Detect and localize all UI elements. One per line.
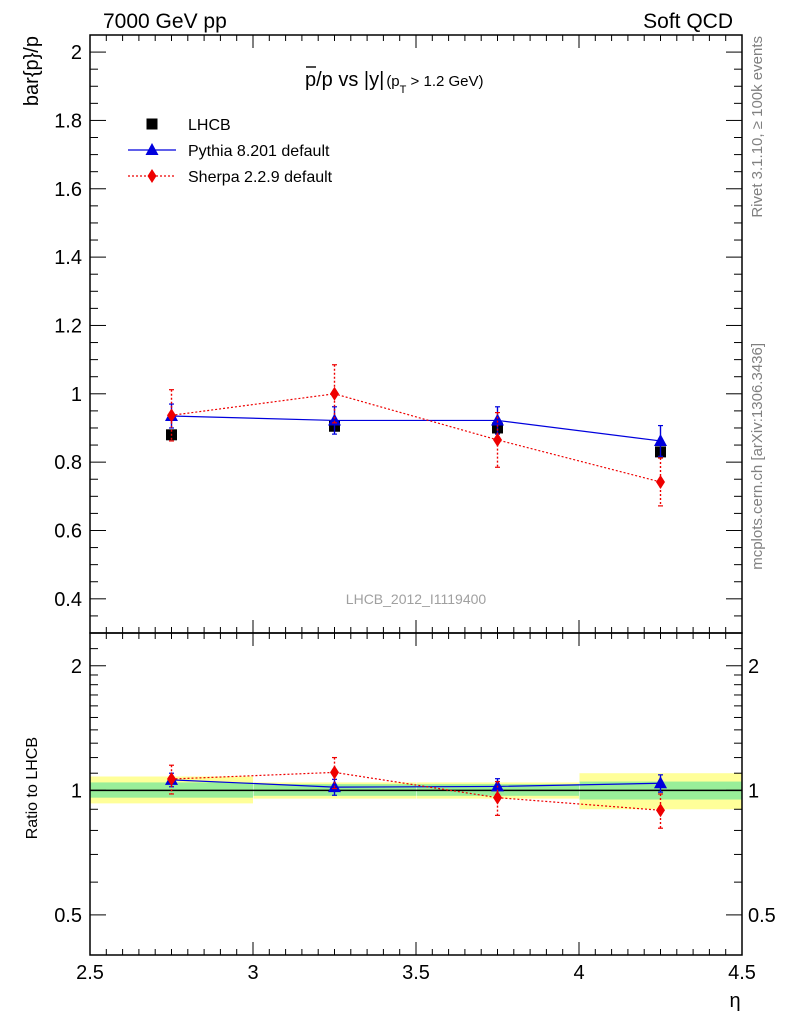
main-sherpa-2-2-9-default-point xyxy=(656,474,665,489)
main-y-tick-label: 1.6 xyxy=(54,179,82,201)
ratio-sherpa-2-2-9-default-line xyxy=(171,771,661,811)
ratio-y-tick-label-right: 1 xyxy=(748,780,759,802)
main-y-tick-label: 2 xyxy=(71,42,82,64)
x-tick-label: 4 xyxy=(573,962,584,984)
x-tick-label: 3.5 xyxy=(402,962,430,984)
legend-marker-sherpa-2-2-9-default xyxy=(147,169,157,183)
main-sherpa-2-2-9-default-point xyxy=(493,432,502,447)
x-tick-label: 2.5 xyxy=(76,962,104,984)
legend-label-pythia-8-201-default: Pythia 8.201 default xyxy=(188,143,330,160)
collision-label: 7000 GeV pp xyxy=(103,10,227,33)
x-axis-label: η xyxy=(729,990,740,1012)
ratio-y-tick-label-left: 1 xyxy=(71,780,82,802)
ratio-panel: 2.5 3 3.5 4 4.5 0.5 0.5 1 1 2 2 xyxy=(54,632,776,984)
ratio-sherpa-2-2-9-default-point xyxy=(493,790,502,805)
plot-title: p/p vs |y| (pT > 1.2 GeV) xyxy=(305,69,484,96)
rivet-label: Rivet 3.1.10, ≥ 100k events xyxy=(749,36,766,218)
ratio-y-tick-label-left: 0.5 xyxy=(54,905,82,927)
legend-label-sherpa-2-2-9-default: Sherpa 2.2.9 default xyxy=(188,169,333,186)
ratio-sherpa-2-2-9-default-point xyxy=(330,765,339,780)
ratio-sherpa-2-2-9-default-point xyxy=(167,772,176,787)
legend-marker-pythia-8-201-default xyxy=(145,143,159,155)
mcplots-label: mcplots.cern.ch [arXiv:1306.3436] xyxy=(749,343,766,570)
legend: LHCB Pythia 8.201 default Sherpa 2.2.9 def… xyxy=(128,117,333,186)
main-ylabel: bar{p}/p xyxy=(21,36,43,106)
x-tick-label: 4.5 xyxy=(728,962,756,984)
ratio-y-tick-label-right: 0.5 xyxy=(748,905,776,927)
main-pythia-8-201-default-line xyxy=(171,415,661,442)
main-y-tick-label: 1.4 xyxy=(54,247,82,269)
x-tick-label: 3 xyxy=(247,962,258,984)
main-y-tick-label: 0.8 xyxy=(54,452,82,474)
ratio-y-tick-label-left: 2 xyxy=(71,656,82,678)
main-y-tick-label: 1.2 xyxy=(54,315,82,337)
ratio-pythia-8-201-default-line xyxy=(171,779,661,788)
main-pythia-8-201-default-point xyxy=(328,413,341,426)
ratio-pythia-8-201-default-point xyxy=(654,776,667,789)
plot-title-sub-open: (p xyxy=(386,73,399,90)
main-sherpa-2-2-9-default-point xyxy=(167,408,176,423)
ratio-pythia-8-201-default-point xyxy=(491,779,504,792)
main-y-tick-label: 1.8 xyxy=(54,110,82,132)
main-pythia-8-201-default-point xyxy=(491,413,504,426)
main-sherpa-2-2-9-default-line xyxy=(171,393,661,483)
legend-marker-lhcb xyxy=(146,118,158,130)
main-y-tick-label: 0.4 xyxy=(54,589,82,611)
main-panel: 0.4 0.6 0.8 1 1.2 1.4 1.6 1.8 2 xyxy=(54,34,743,634)
plot-title-main: p/p vs |y| xyxy=(305,69,384,91)
ratio-sherpa-2-2-9-default-point xyxy=(656,803,665,818)
ratio-y-tick-label-right: 2 xyxy=(748,656,759,678)
main-pythia-8-201-default-point xyxy=(654,433,667,446)
category-label: Soft QCD xyxy=(643,10,733,33)
ratio-ylabel: Ratio to LHCB xyxy=(24,737,41,839)
main-y-tick-label: 0.6 xyxy=(54,520,82,542)
analysis-watermark: LHCB_2012_I1119400 xyxy=(346,591,487,607)
main-sherpa-2-2-9-default-point xyxy=(330,386,339,401)
legend-label-lhcb: LHCB xyxy=(188,117,231,134)
plot-title-sub-close: > 1.2 GeV) xyxy=(406,73,483,90)
plot-title-sub-index: T xyxy=(400,84,407,96)
main-y-tick-label: 1 xyxy=(71,384,82,406)
